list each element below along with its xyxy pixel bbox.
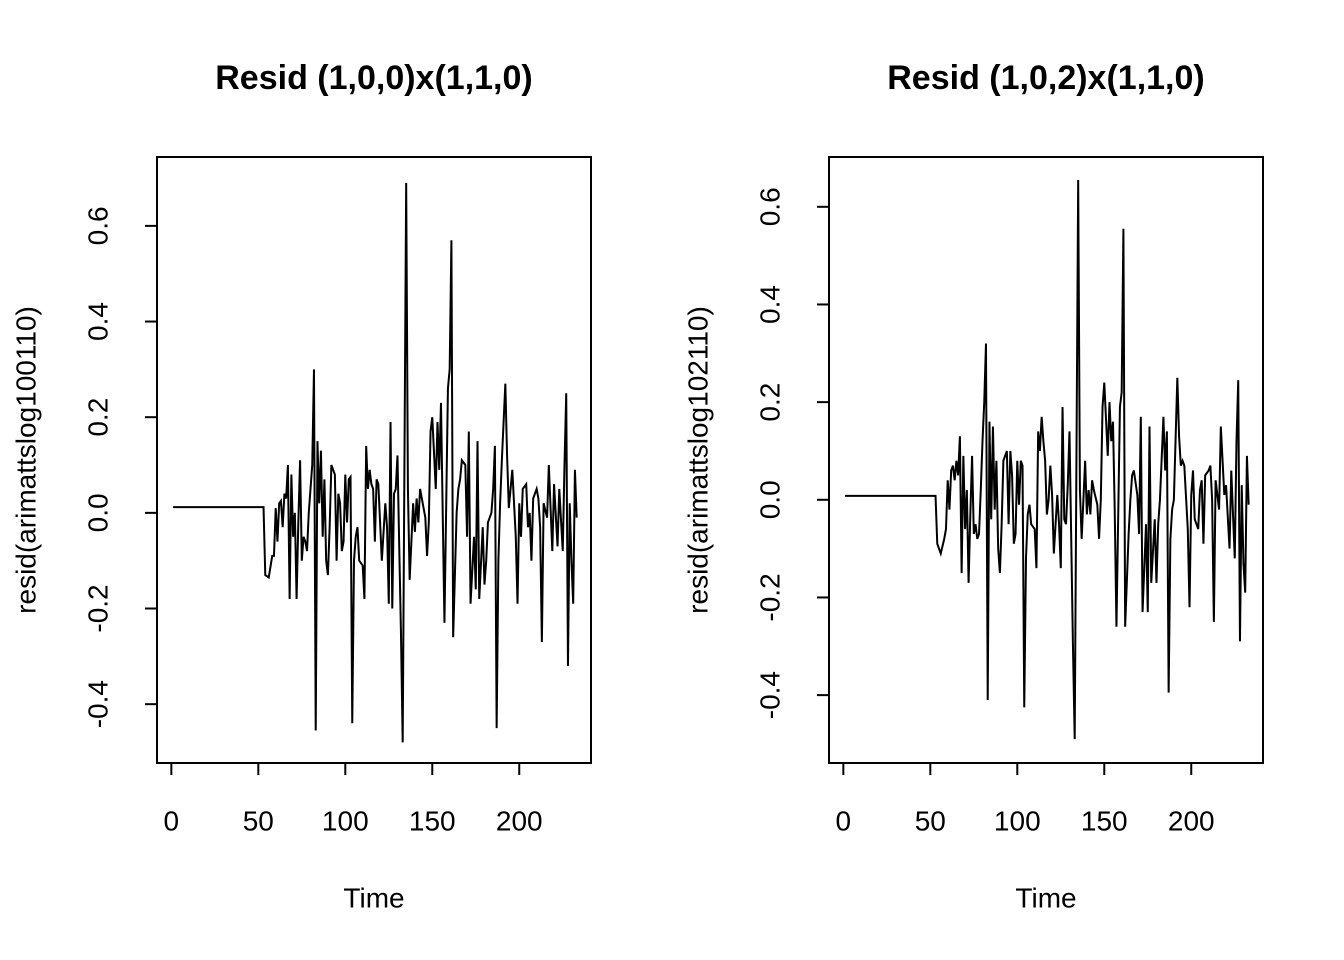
x-tick-label: 150 xyxy=(1081,805,1128,836)
x-tick-label: 0 xyxy=(164,805,180,836)
y-tick-label: -0.4 xyxy=(754,671,785,719)
x-tick-label: 200 xyxy=(496,805,543,836)
series-line xyxy=(845,179,1250,740)
x-axis-title: Time xyxy=(343,882,404,913)
x-tick-label: 0 xyxy=(836,805,852,836)
x-tick-label: 150 xyxy=(409,805,456,836)
y-tick-label: 0.0 xyxy=(754,480,785,519)
y-axis-title: resid(arimattslog100110) xyxy=(10,306,41,614)
y-tick-label: 0.2 xyxy=(82,398,113,437)
y-tick-label: 0.6 xyxy=(754,187,785,226)
y-tick-label: 0.6 xyxy=(82,206,113,245)
y-tick-label: 0.0 xyxy=(82,493,113,532)
y-tick-label: 0.2 xyxy=(754,383,785,422)
x-tick-label: 50 xyxy=(915,805,946,836)
y-tick-label: 0.4 xyxy=(82,302,113,341)
y-tick-label: -0.2 xyxy=(754,573,785,621)
y-axis-title: resid(arimattslog102110) xyxy=(682,306,713,614)
x-tick-label: 100 xyxy=(322,805,369,836)
series-line xyxy=(173,182,578,743)
x-tick-label: 50 xyxy=(243,805,274,836)
x-tick-label: 200 xyxy=(1168,805,1215,836)
y-tick-label: -0.2 xyxy=(82,584,113,632)
x-tick-label: 100 xyxy=(994,805,1041,836)
y-tick-label: -0.4 xyxy=(82,680,113,728)
x-axis-title: Time xyxy=(1015,882,1076,913)
y-tick-label: 0.4 xyxy=(754,285,785,324)
chart-title: Resid (1,0,2)x(1,1,0) xyxy=(887,59,1204,97)
chart-title: Resid (1,0,0)x(1,1,0) xyxy=(215,59,532,97)
plot-frame xyxy=(156,156,592,764)
